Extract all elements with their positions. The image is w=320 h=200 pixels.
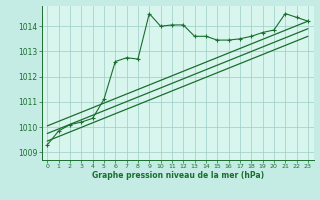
- X-axis label: Graphe pression niveau de la mer (hPa): Graphe pression niveau de la mer (hPa): [92, 171, 264, 180]
